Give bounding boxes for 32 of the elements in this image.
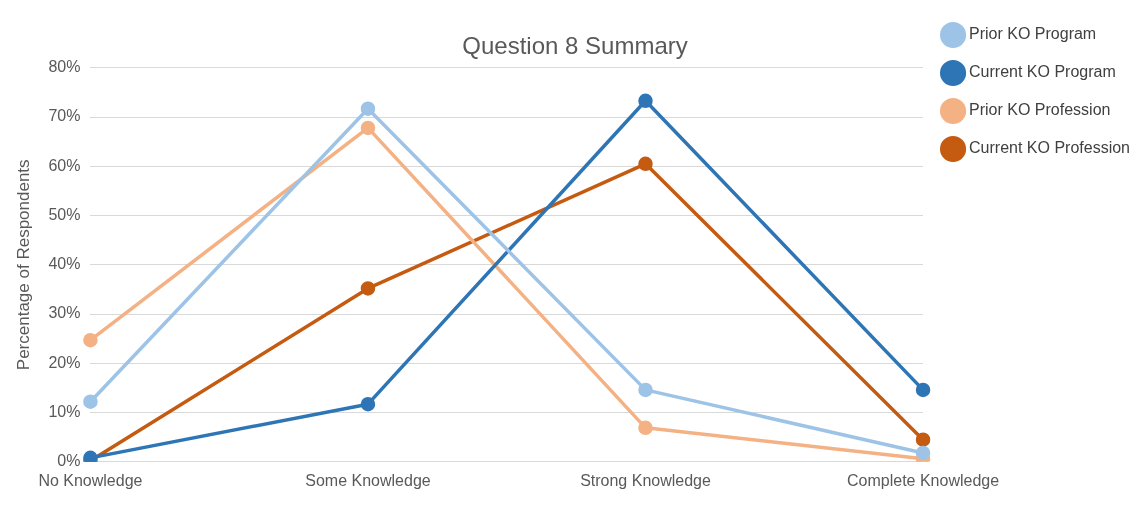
x-tick-label: Complete Knowledge xyxy=(847,471,1000,489)
legend-label: Prior KO Profession xyxy=(969,101,1111,119)
point xyxy=(638,156,653,172)
point xyxy=(360,120,376,136)
point xyxy=(360,396,376,412)
y-tick-label: 40% xyxy=(48,255,81,273)
legend-label: Current KO Profession xyxy=(969,139,1130,157)
x-tick-label: Strong Knowledge xyxy=(580,471,711,489)
y-tick-label: 10% xyxy=(48,402,81,420)
point xyxy=(83,332,98,348)
y-tick-label: 80% xyxy=(48,58,81,76)
chart-title: Question 8 Summary xyxy=(462,32,688,60)
point xyxy=(638,420,653,436)
point xyxy=(915,382,931,398)
y-tick-label: 20% xyxy=(48,353,81,371)
legend-label: Prior KO Program xyxy=(969,25,1097,43)
y-tick-label: 70% xyxy=(48,107,81,125)
y-tick-label: 50% xyxy=(48,205,81,223)
point xyxy=(915,445,931,461)
y-tick-label: 30% xyxy=(48,304,81,322)
point xyxy=(638,93,653,109)
y-tick-label: 0% xyxy=(57,452,81,470)
y-axis-title: Percentage of Respondents xyxy=(13,159,33,371)
point xyxy=(83,394,98,409)
point xyxy=(360,281,376,296)
point xyxy=(360,101,376,116)
y-tick-label: 60% xyxy=(48,156,81,174)
point xyxy=(915,432,931,447)
point xyxy=(638,382,653,398)
legend-label: Current KO Program xyxy=(969,63,1116,81)
x-tick-label: No Knowledge xyxy=(38,471,143,489)
x-tick-label: Some Knowledge xyxy=(305,471,431,489)
